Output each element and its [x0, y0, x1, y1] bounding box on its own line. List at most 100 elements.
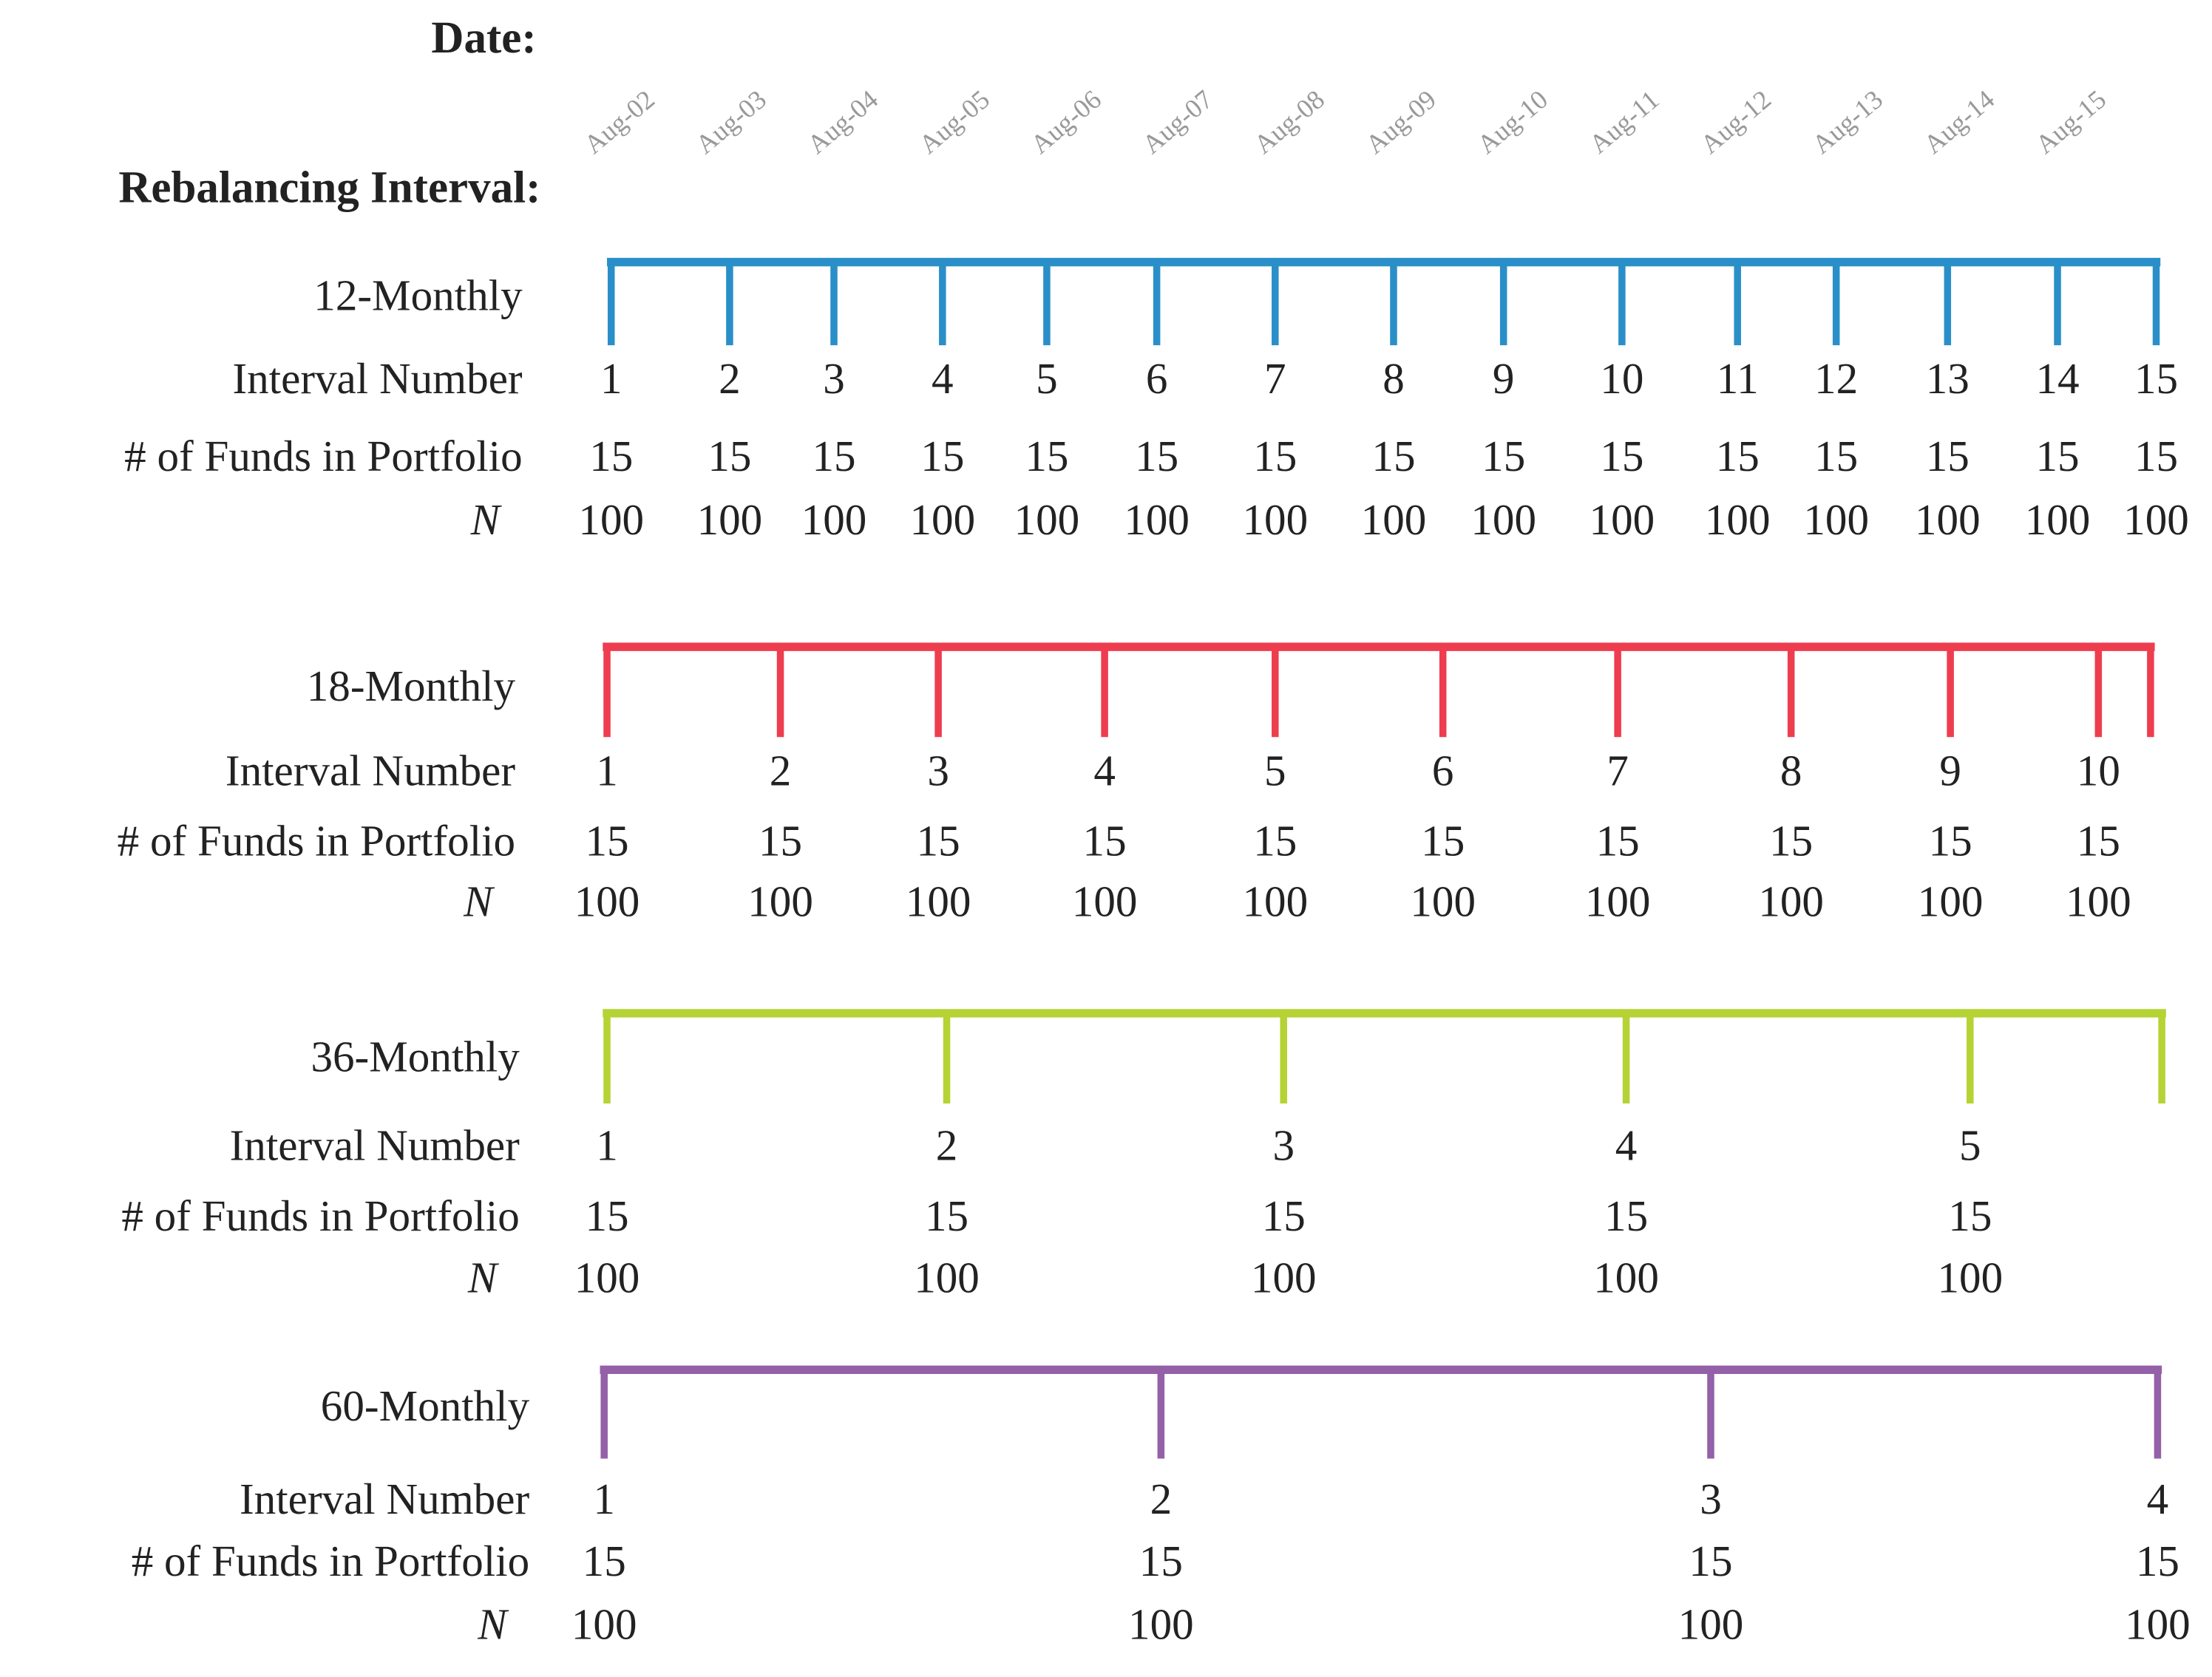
- cell-value: 9: [1493, 354, 1515, 403]
- row-label: Interval Number: [225, 746, 515, 795]
- cell-value: 15: [812, 432, 855, 480]
- cell-value: 100: [1918, 877, 1984, 926]
- cell-value: 3: [823, 354, 845, 403]
- cell-value: 5: [1036, 354, 1058, 403]
- row-label: N: [467, 1254, 500, 1302]
- cell-value: 15: [1135, 432, 1178, 480]
- date-label: Aug-08: [1249, 84, 1330, 160]
- cell-value: 100: [2123, 495, 2189, 544]
- cell-value: 14: [2035, 354, 2079, 403]
- date-label: Aug-12: [1695, 84, 1777, 160]
- cell-value: 100: [1470, 495, 1536, 544]
- cell-value: 100: [1072, 877, 1138, 926]
- cell-value: 100: [801, 495, 867, 544]
- cell-value: 100: [574, 1254, 640, 1302]
- row-label: # of Funds in Portfolio: [124, 432, 522, 480]
- date-label: Aug-04: [802, 84, 883, 160]
- cell-value: 13: [1926, 354, 1970, 403]
- cell-value: 100: [571, 1600, 637, 1649]
- cell-value: 11: [1717, 354, 1759, 403]
- date-label: Date:: [431, 13, 536, 63]
- cell-value: 1: [596, 746, 618, 795]
- cell-value: 7: [1607, 746, 1629, 795]
- row-label: # of Funds in Portfolio: [118, 817, 515, 865]
- date-label: Aug-10: [1472, 84, 1553, 160]
- date-label: Aug-06: [1025, 84, 1107, 160]
- cell-value: 100: [1014, 495, 1080, 544]
- date-label: Aug-07: [1137, 84, 1218, 160]
- row-label: # of Funds in Portfolio: [121, 1191, 519, 1240]
- cell-value: 4: [1093, 746, 1116, 795]
- cell-value: 3: [1272, 1120, 1295, 1169]
- date-label: Aug-02: [578, 84, 659, 160]
- cell-value: 15: [2134, 432, 2178, 480]
- cell-value: 15: [1083, 817, 1127, 865]
- cell-value: 15: [1253, 432, 1297, 480]
- cell-value: 100: [1124, 495, 1190, 544]
- cell-value: 15: [1482, 432, 1525, 480]
- cell-value: 7: [1264, 354, 1286, 403]
- cell-value: 15: [1253, 817, 1297, 865]
- cell-value: 15: [1421, 817, 1465, 865]
- row-label: Interval Number: [232, 354, 522, 403]
- cell-value: 4: [1615, 1120, 1638, 1169]
- cell-value: 100: [1410, 877, 1476, 926]
- cell-value: 100: [697, 495, 763, 544]
- cell-value: 15: [1604, 1191, 1648, 1240]
- cell-value: 100: [1758, 877, 1824, 926]
- row-label: # of Funds in Portfolio: [132, 1537, 529, 1585]
- cell-value: 15: [1139, 1537, 1183, 1585]
- cell-value: 10: [1600, 354, 1643, 403]
- cell-value: 15: [1025, 432, 1068, 480]
- row-label: N: [477, 1600, 509, 1649]
- cell-value: 15: [917, 817, 960, 865]
- cell-value: 100: [914, 1254, 980, 1302]
- cell-value: 2: [1150, 1474, 1173, 1523]
- cell-value: 15: [759, 817, 802, 865]
- cell-value: 100: [2125, 1600, 2191, 1649]
- cell-value: 6: [1432, 746, 1454, 795]
- cell-value: 15: [1926, 432, 1970, 480]
- cell-value: 100: [906, 877, 971, 926]
- cell-value: 100: [1678, 1600, 1744, 1649]
- cell-value: 8: [1382, 354, 1405, 403]
- cell-value: 100: [574, 877, 640, 926]
- cell-value: 100: [1251, 1254, 1317, 1302]
- cell-value: 15: [1716, 432, 1760, 480]
- cell-value: 2: [719, 354, 741, 403]
- cell-value: 1: [596, 1120, 618, 1169]
- cell-value: 4: [2147, 1474, 2169, 1523]
- cell-value: 6: [1146, 354, 1168, 403]
- cell-value: 100: [909, 495, 975, 544]
- cell-value: 10: [2077, 746, 2120, 795]
- cell-value: 9: [1939, 746, 1961, 795]
- date-label: Aug-05: [914, 84, 995, 160]
- cell-value: 100: [1361, 495, 1427, 544]
- cell-value: 15: [1689, 1537, 1732, 1585]
- cell-value: 15: [585, 1191, 628, 1240]
- cell-value: 15: [2077, 817, 2120, 865]
- cell-value: 15: [1929, 817, 1972, 865]
- cell-value: 100: [1593, 1254, 1659, 1302]
- row-label: N: [470, 495, 503, 544]
- row-label: N: [463, 877, 495, 926]
- cell-value: 15: [2134, 354, 2178, 403]
- cell-value: 5: [1959, 1120, 1981, 1169]
- cell-value: 3: [927, 746, 949, 795]
- cell-value: 100: [1585, 877, 1651, 926]
- cell-value: 100: [1915, 495, 1981, 544]
- date-label: Aug-03: [690, 84, 771, 160]
- cell-value: 100: [747, 877, 813, 926]
- interval-label: Rebalancing Interval:: [118, 163, 540, 212]
- row-label: Interval Number: [240, 1474, 529, 1523]
- cell-value: 100: [1705, 495, 1771, 544]
- cell-value: 2: [770, 746, 792, 795]
- cell-value: 15: [1948, 1191, 1992, 1240]
- cell-value: 100: [1590, 495, 1655, 544]
- date-label: Aug-09: [1360, 84, 1442, 160]
- cell-value: 100: [1803, 495, 1869, 544]
- cell-value: 15: [1769, 817, 1813, 865]
- cell-value: 1: [600, 354, 622, 403]
